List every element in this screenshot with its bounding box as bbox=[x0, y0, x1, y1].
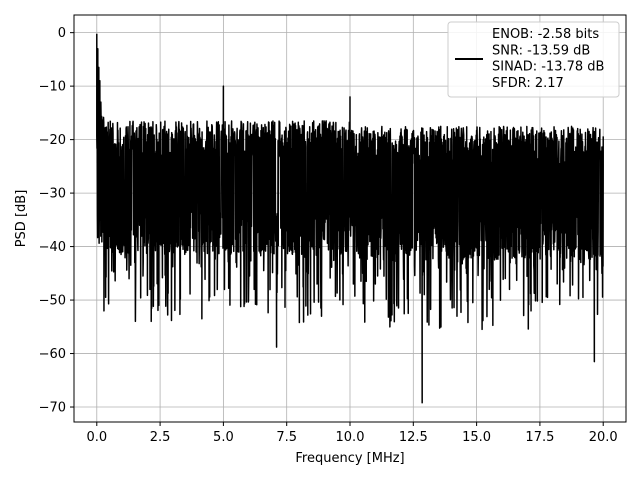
y-tick-label: 0 bbox=[58, 26, 66, 41]
y-tick-label: −50 bbox=[39, 294, 66, 309]
legend-entry: SINAD: -13.78 dB bbox=[492, 60, 604, 75]
y-axis-label: PSD [dB] bbox=[14, 190, 29, 248]
x-tick-label: 17.5 bbox=[525, 430, 554, 445]
x-tick-label: 20.0 bbox=[589, 430, 618, 445]
y-tick-label: −60 bbox=[39, 347, 66, 362]
y-tick-label: −40 bbox=[39, 240, 66, 255]
x-tick-label: 0.0 bbox=[86, 430, 107, 445]
y-tick-label: −70 bbox=[39, 401, 66, 416]
x-tick-label: 2.5 bbox=[150, 430, 171, 445]
y-tick-label: −10 bbox=[39, 80, 66, 95]
x-tick-label: 12.5 bbox=[399, 430, 428, 445]
x-tick-label: 5.0 bbox=[213, 430, 234, 445]
x-axis-label: Frequency [MHz] bbox=[295, 451, 404, 466]
plot-data bbox=[96, 33, 604, 404]
x-tick-label: 15.0 bbox=[462, 430, 491, 445]
legend-box bbox=[447, 21, 620, 98]
x-tick-label: 7.5 bbox=[276, 430, 297, 445]
x-tick-label: 10.0 bbox=[336, 430, 365, 445]
legend-entry: SNR: -13.59 dB bbox=[492, 43, 590, 58]
y-tick-label: −30 bbox=[39, 187, 66, 202]
y-tick-label: −20 bbox=[39, 133, 66, 148]
legend-entry: SFDR: 2.17 bbox=[492, 76, 564, 91]
ticks: 0.0 2.5 5.0 7.5 10.0 12.5 15.0 17.5 20.0 0 −10 −20 −… bbox=[39, 26, 618, 445]
psd-series-line bbox=[96, 33, 604, 404]
legend-entry: ENOB: -2.58 bits bbox=[492, 27, 599, 42]
